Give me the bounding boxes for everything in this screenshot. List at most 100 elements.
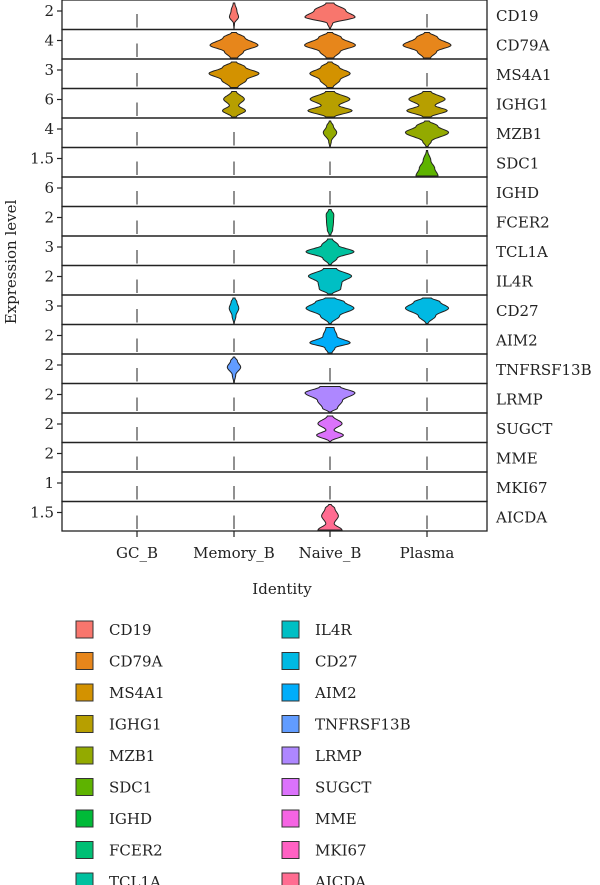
violin-aim2-naive-b bbox=[309, 327, 351, 354]
legend-swatch bbox=[281, 746, 300, 765]
legend-swatch bbox=[75, 778, 94, 796]
violin-il4r-naive-b bbox=[307, 268, 353, 295]
legend: CD19 CD79A MS4A1 IGHG1 MZB1 SDC1 IGHD FCER2 TCL1… bbox=[75, 620, 411, 885]
gene-label-ms4a1: MS4A1 bbox=[496, 66, 552, 84]
panel-frame-ighd bbox=[61, 176, 488, 208]
legend-swatch bbox=[75, 809, 94, 828]
gene-label-mzb1: MZB1 bbox=[496, 125, 542, 143]
violin-ighg1-plasma bbox=[406, 91, 448, 118]
y-tick-label: 6 bbox=[44, 179, 54, 197]
violin-cd79a-naive-b bbox=[304, 32, 356, 59]
panel-lrmp: 2 LRMP bbox=[44, 382, 543, 414]
panel-mme: 2 MME bbox=[44, 441, 538, 473]
legend-item-lrmp: LRMP bbox=[281, 746, 362, 765]
legend-label: IGHG1 bbox=[109, 716, 162, 734]
y-tick-label: 4 bbox=[44, 32, 54, 50]
violin-ms4a1-naive-b bbox=[309, 61, 351, 88]
violin-mzb1-plasma bbox=[404, 120, 450, 147]
legend-item-cd27: CD27 bbox=[281, 652, 358, 671]
violin-fcer2-naive-b bbox=[325, 209, 335, 236]
legend-item-tnfrsf13b: TNFRSF13B bbox=[281, 715, 411, 734]
legend-label: FCER2 bbox=[109, 842, 163, 860]
legend-swatch bbox=[281, 841, 300, 859]
gene-label-cd79a: CD79A bbox=[496, 36, 550, 54]
legend-swatch bbox=[75, 652, 94, 670]
panel-ms4a1: 3 MS4A1 bbox=[44, 58, 552, 90]
y-tick-label: 1.5 bbox=[30, 150, 54, 168]
legend-swatch bbox=[75, 841, 94, 859]
legend-label: AICDA bbox=[314, 873, 366, 885]
legend-label: CD19 bbox=[109, 621, 152, 639]
x-axis: GC_B Memory_B Naive_B Plasma bbox=[116, 531, 454, 562]
violin-sdc1-plasma bbox=[415, 150, 439, 177]
gene-label-sugct: SUGCT bbox=[496, 420, 552, 438]
panel-frame-aicda bbox=[61, 500, 488, 532]
y-tick-label: 2 bbox=[44, 327, 54, 345]
legend-label: SUGCT bbox=[315, 779, 371, 797]
violin-sugct-naive-b bbox=[316, 415, 344, 442]
panel-frame-lrmp bbox=[61, 382, 488, 414]
panel-frame-il4r bbox=[61, 264, 488, 296]
violin-cd79a-memory-b bbox=[209, 32, 259, 59]
legend-swatch bbox=[281, 872, 300, 885]
y-tick-label: 3 bbox=[44, 297, 54, 315]
gene-label-il4r: IL4R bbox=[496, 272, 533, 290]
gene-label-tcl1a: TCL1A bbox=[496, 243, 548, 261]
panel-cd19: 2 CD19 bbox=[44, 0, 539, 31]
gene-label-mki67: MKI67 bbox=[496, 479, 548, 497]
panel-frame-mme bbox=[61, 441, 488, 473]
gene-label-cd19: CD19 bbox=[496, 7, 539, 25]
panel-frame-cd19 bbox=[61, 0, 488, 31]
legend-item-cd19: CD19 bbox=[75, 620, 152, 639]
legend-label: MME bbox=[315, 810, 357, 828]
legend-label: AIM2 bbox=[314, 684, 357, 702]
gene-label-lrmp: LRMP bbox=[496, 390, 543, 408]
violin-mzb1-naive-b bbox=[322, 120, 338, 147]
legend-item-aicda: AICDA bbox=[281, 872, 366, 885]
legend-item-tcl1a: TCL1A bbox=[75, 872, 161, 885]
legend-item-il4r: IL4R bbox=[281, 620, 352, 639]
panel-ighd: 6 IGHD bbox=[44, 176, 539, 208]
legend-swatch bbox=[281, 809, 300, 828]
gene-label-fcer2: FCER2 bbox=[496, 213, 550, 231]
legend-item-ighd: IGHD bbox=[75, 809, 152, 828]
violin-cd19-naive-b bbox=[304, 2, 356, 29]
panel-sugct: 2 SUGCT bbox=[44, 412, 552, 444]
gene-label-mme: MME bbox=[496, 449, 538, 467]
panel-mzb1: 4 MZB1 bbox=[44, 117, 542, 149]
y-tick-label: 2 bbox=[44, 2, 54, 20]
legend-swatch bbox=[75, 872, 94, 885]
legend-item-sdc1: SDC1 bbox=[75, 778, 152, 797]
x-tick-label-naive-b: Naive_B bbox=[299, 544, 362, 562]
violin-panels: 2 CD19 4 CD79A 3 MS4A1 6 IGHG1 4 MZB1 1.5 SDC1 6 IGHD… bbox=[30, 0, 592, 532]
gene-label-aim2: AIM2 bbox=[495, 331, 538, 349]
x-axis-title: Identity bbox=[252, 580, 312, 598]
panel-frame-ms4a1 bbox=[61, 58, 488, 90]
gene-label-ighd: IGHD bbox=[496, 184, 539, 202]
legend-swatch bbox=[75, 715, 94, 733]
legend-label: MZB1 bbox=[109, 747, 155, 765]
panel-frame-aim2 bbox=[61, 323, 488, 355]
y-tick-label: 2 bbox=[44, 268, 54, 286]
legend-item-ighg1: IGHG1 bbox=[75, 715, 162, 734]
y-tick-label: 3 bbox=[44, 61, 54, 79]
violin-ighg1-memory-b bbox=[221, 91, 247, 118]
y-tick-label: 2 bbox=[44, 386, 54, 404]
legend-swatch bbox=[281, 620, 300, 639]
violin-cd79a-plasma bbox=[402, 32, 452, 59]
legend-swatch bbox=[281, 778, 300, 796]
x-tick-label-plasma: Plasma bbox=[400, 544, 455, 562]
panel-mki67: 1 MKI67 bbox=[44, 471, 548, 503]
gene-label-aicda: AICDA bbox=[495, 508, 547, 526]
legend-label: LRMP bbox=[315, 747, 362, 765]
legend-item-fcer2: FCER2 bbox=[75, 841, 163, 860]
panel-frame-tnfrsf13b bbox=[61, 353, 488, 385]
x-tick-label-gc-b: GC_B bbox=[116, 544, 158, 562]
y-tick-label: 1.5 bbox=[30, 504, 54, 522]
legend-swatch bbox=[75, 620, 94, 639]
legend-label: CD79A bbox=[109, 653, 163, 671]
panel-ighg1: 6 IGHG1 bbox=[44, 87, 549, 119]
violin-ighg1-naive-b bbox=[307, 91, 353, 118]
legend-label: CD27 bbox=[315, 653, 358, 671]
gene-label-ighg1: IGHG1 bbox=[496, 95, 549, 113]
